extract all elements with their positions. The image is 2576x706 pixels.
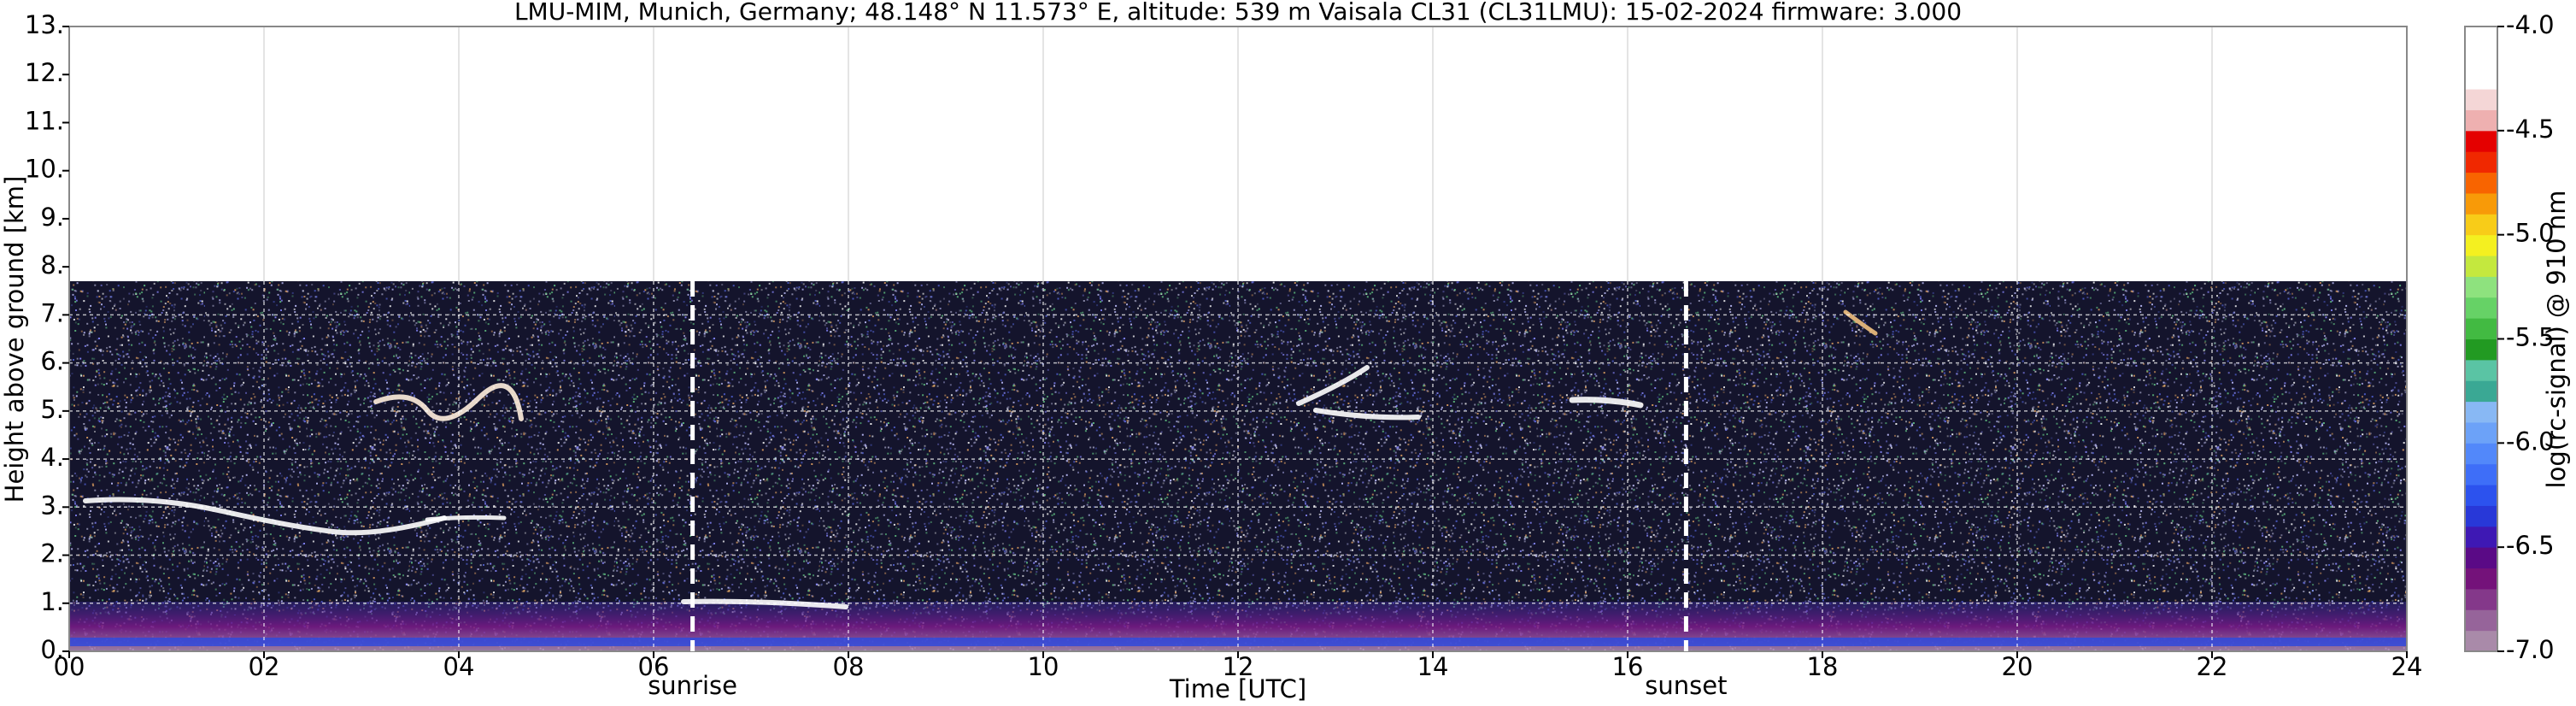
cloud-echo <box>1296 365 1421 421</box>
cloud-echo <box>425 515 507 522</box>
x-axis-label: Time [UTC] <box>1169 674 1306 703</box>
x-tick-label: 04 <box>443 652 475 681</box>
colorbar-label: log(rc-signal) @ 910 nm <box>2542 191 2571 489</box>
x-tick-label: 02 <box>249 652 280 681</box>
colorbar-swatch <box>2465 630 2497 652</box>
colorbar-swatch <box>2465 568 2497 590</box>
x-tick-label: 10 <box>1028 652 1059 681</box>
colorbar-swatch <box>2465 109 2497 132</box>
colorbar-swatch <box>2465 401 2497 423</box>
y-tick-label: 12. <box>25 58 64 87</box>
y-tick-label: 0. <box>40 635 64 664</box>
colorbar-swatch <box>2465 256 2497 277</box>
colorbar-swatch <box>2465 151 2497 174</box>
colorbar-swatch <box>2465 89 2497 110</box>
colorbar-swatch <box>2465 463 2497 485</box>
x-tick-label: 22 <box>2197 652 2228 681</box>
surface-layer <box>69 638 2407 646</box>
colorbar-swatch <box>2465 359 2497 381</box>
colorbar-swatch <box>2465 276 2497 298</box>
colorbar-tick-label: -6.5 <box>2506 531 2555 560</box>
y-axis-label: Height above ground [km] <box>0 176 29 503</box>
colorbar-swatch <box>2465 526 2497 548</box>
colorbar-swatch <box>2465 588 2497 610</box>
colorbar-tick-label: -7.0 <box>2506 635 2555 664</box>
y-tick-label: 5. <box>40 395 64 424</box>
annotation-label: sunset <box>1645 671 1727 700</box>
y-tick-label: 3. <box>40 491 64 520</box>
colorbar-swatch <box>2465 609 2497 632</box>
x-tick-label: 24 <box>2391 652 2423 681</box>
y-tick-label: 2. <box>40 539 64 568</box>
cloud-echo <box>681 598 848 609</box>
colorbar-swatch <box>2465 68 2497 90</box>
colorbar-swatch <box>2465 485 2497 506</box>
y-tick-label: 9. <box>40 203 64 232</box>
x-tick-label: 16 <box>1612 652 1644 681</box>
colorbar-swatch <box>2465 338 2497 361</box>
y-tick-label: 6. <box>40 347 64 376</box>
colorbar-swatch <box>2465 421 2497 444</box>
y-tick-label: 8. <box>40 250 64 279</box>
x-tick-label: 06 <box>638 652 670 681</box>
colorbar-swatch <box>2465 172 2497 194</box>
colorbar-swatch <box>2465 234 2497 256</box>
x-tick-label: 20 <box>2002 652 2033 681</box>
colorbar-swatch <box>2465 26 2497 48</box>
colorbar-swatch <box>2465 547 2497 569</box>
x-tick-label: 12 <box>1223 652 1254 681</box>
colorbar-swatch <box>2465 214 2497 236</box>
y-tick-label: 10. <box>25 155 64 184</box>
x-tick-label: 08 <box>833 652 865 681</box>
colorbar-tick-label: -5.5 <box>2506 323 2555 352</box>
cloud-echo <box>83 497 447 536</box>
colorbar-swatch <box>2465 318 2497 339</box>
x-tick-label: 00 <box>54 652 85 681</box>
colorbar-tick-label: -6.0 <box>2506 427 2555 456</box>
colorbar-swatch <box>2465 443 2497 465</box>
colorbar-swatch <box>2465 297 2497 319</box>
colorbar-swatch <box>2465 130 2497 152</box>
cloud-echo <box>373 383 524 421</box>
colorbar-swatch <box>2465 47 2497 69</box>
x-tick-label: 14 <box>1417 652 1449 681</box>
chart-title: LMU-MIM, Munich, Germany; 48.148° N 11.5… <box>514 0 1962 26</box>
colorbar-tick-label: -4.0 <box>2506 10 2555 39</box>
colorbar-tick-label: -5.0 <box>2506 219 2555 248</box>
colorbar-tick-label: -4.5 <box>2506 115 2555 144</box>
colorbar-swatch <box>2465 192 2497 215</box>
y-tick-label: 1. <box>40 587 64 616</box>
y-tick-label: 4. <box>40 443 64 472</box>
x-tick-label: 18 <box>1807 652 1839 681</box>
colorbar-swatch <box>2465 505 2497 527</box>
y-tick-label: 7. <box>40 298 64 327</box>
colorbar-swatch <box>2465 380 2497 403</box>
annotation-label: sunrise <box>648 671 737 700</box>
cloud-echo <box>1843 309 1878 336</box>
y-tick-label: 13. <box>25 10 64 39</box>
cloud-echo <box>1569 397 1644 409</box>
y-tick-label: 11. <box>25 106 64 135</box>
